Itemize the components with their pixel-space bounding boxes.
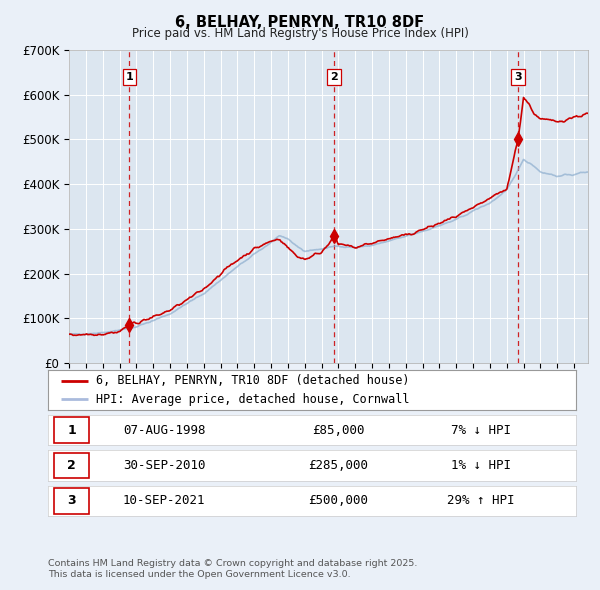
Text: 29% ↑ HPI: 29% ↑ HPI xyxy=(447,494,515,507)
FancyBboxPatch shape xyxy=(55,453,89,478)
Text: 07-AUG-1998: 07-AUG-1998 xyxy=(123,424,205,437)
Text: 3: 3 xyxy=(67,494,76,507)
Text: £285,000: £285,000 xyxy=(308,459,368,472)
Text: 2: 2 xyxy=(67,459,76,472)
Text: 1: 1 xyxy=(125,72,133,82)
Text: HPI: Average price, detached house, Cornwall: HPI: Average price, detached house, Corn… xyxy=(95,393,409,406)
FancyBboxPatch shape xyxy=(55,417,89,443)
FancyBboxPatch shape xyxy=(55,488,89,514)
Text: This data is licensed under the Open Government Licence v3.0.: This data is licensed under the Open Gov… xyxy=(48,571,350,579)
Text: 1% ↓ HPI: 1% ↓ HPI xyxy=(451,459,511,472)
Text: Contains HM Land Registry data © Crown copyright and database right 2025.: Contains HM Land Registry data © Crown c… xyxy=(48,559,418,568)
Text: 30-SEP-2010: 30-SEP-2010 xyxy=(123,459,205,472)
Text: 1: 1 xyxy=(67,424,76,437)
Text: 10-SEP-2021: 10-SEP-2021 xyxy=(123,494,205,507)
Text: 7% ↓ HPI: 7% ↓ HPI xyxy=(451,424,511,437)
Text: 6, BELHAY, PENRYN, TR10 8DF: 6, BELHAY, PENRYN, TR10 8DF xyxy=(175,15,425,30)
Text: £85,000: £85,000 xyxy=(312,424,365,437)
Text: 6, BELHAY, PENRYN, TR10 8DF (detached house): 6, BELHAY, PENRYN, TR10 8DF (detached ho… xyxy=(95,374,409,387)
Text: £500,000: £500,000 xyxy=(308,494,368,507)
Text: 3: 3 xyxy=(514,72,522,82)
Text: Price paid vs. HM Land Registry's House Price Index (HPI): Price paid vs. HM Land Registry's House … xyxy=(131,27,469,40)
Text: 2: 2 xyxy=(330,72,338,82)
